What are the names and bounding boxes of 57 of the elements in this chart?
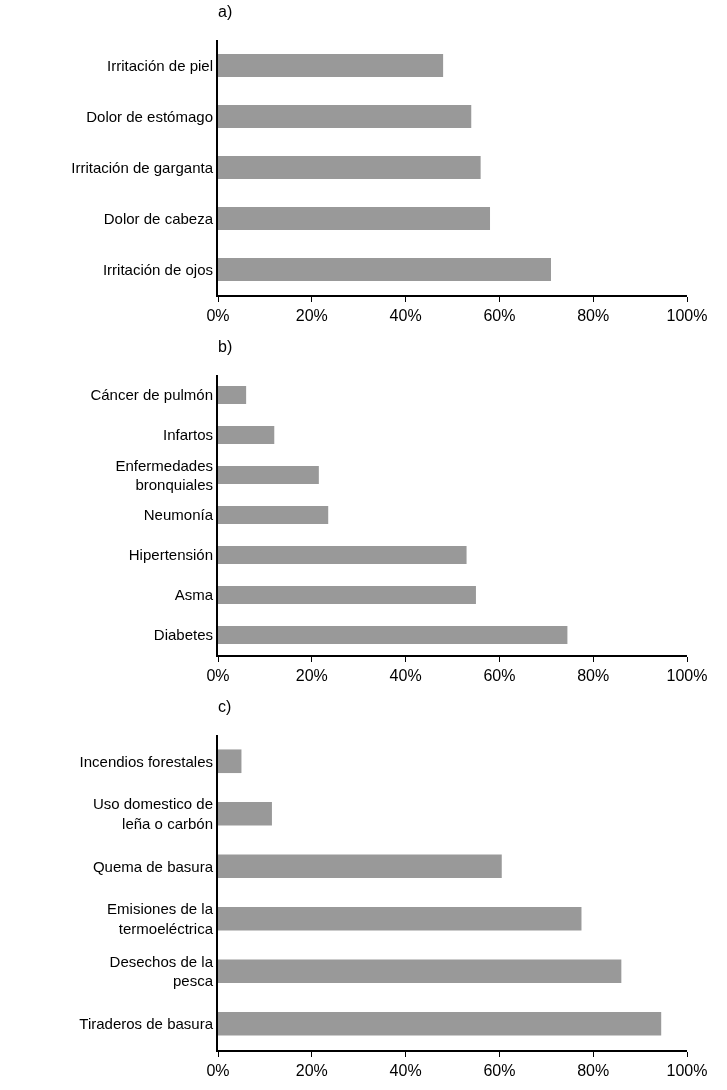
y-tick-label: Diabetes bbox=[153, 626, 213, 644]
y-tick-label: Irritación de piel bbox=[107, 56, 213, 74]
x-tick-label: 40% bbox=[389, 667, 422, 685]
bar bbox=[218, 749, 242, 774]
x-tick-label: 100% bbox=[666, 1062, 708, 1080]
x-tick-label: 40% bbox=[389, 307, 422, 325]
bar bbox=[218, 586, 476, 604]
bar bbox=[218, 54, 444, 77]
x-tick-label: 40% bbox=[389, 1062, 422, 1080]
bar bbox=[218, 466, 319, 484]
chart-title: c) bbox=[218, 698, 232, 716]
y-tick-label: Neumonía bbox=[143, 506, 214, 524]
bar bbox=[218, 801, 272, 826]
y-tick-label: Dolor de estómago bbox=[86, 107, 213, 125]
x-tick-label: 0% bbox=[206, 307, 230, 325]
y-tick-label: Uso domestico de leña o carbón bbox=[92, 795, 213, 832]
y-tick-label: Tiraderos de basura bbox=[79, 1015, 214, 1032]
bar bbox=[218, 906, 582, 931]
bar bbox=[218, 156, 481, 179]
y-tick-label: Hipertensión bbox=[128, 546, 213, 564]
y-tick-label: Irritación de ojos bbox=[102, 260, 213, 278]
x-tick-label: 20% bbox=[295, 667, 328, 685]
x-tick-label: 20% bbox=[295, 307, 328, 325]
x-tick-label: 0% bbox=[206, 667, 230, 685]
y-tick-label: Infartos bbox=[162, 426, 213, 444]
y-tick-label: Quema de basura bbox=[92, 857, 214, 875]
bar bbox=[218, 207, 491, 230]
bar bbox=[218, 854, 502, 879]
bar bbox=[218, 426, 275, 444]
bar bbox=[218, 105, 472, 128]
bar bbox=[218, 258, 551, 281]
x-tick-label: 60% bbox=[483, 667, 516, 685]
x-tick-label: 80% bbox=[577, 307, 610, 325]
y-tick-label: Desechos de la pesca bbox=[109, 952, 214, 990]
y-tick-label: Incendios forestales bbox=[79, 752, 213, 770]
bar bbox=[218, 546, 467, 564]
x-tick-label: 100% bbox=[666, 307, 708, 325]
bar bbox=[218, 386, 247, 404]
bar bbox=[218, 626, 568, 644]
y-tick-label: Emisiones de la termoeléctrica bbox=[107, 900, 214, 937]
chart-title: a) bbox=[218, 3, 233, 21]
y-tick-label: Dolor de cabeza bbox=[103, 209, 214, 227]
bar bbox=[218, 959, 622, 984]
y-tick-label: Cáncer de pulmón bbox=[90, 386, 213, 404]
chart-title: b) bbox=[218, 338, 233, 356]
x-tick-label: 100% bbox=[666, 667, 708, 685]
bar bbox=[218, 506, 329, 524]
y-tick-label: Asma bbox=[174, 586, 214, 604]
x-tick-label: 80% bbox=[577, 1062, 610, 1080]
x-tick-label: 60% bbox=[483, 1062, 516, 1080]
x-tick-label: 60% bbox=[483, 307, 516, 325]
x-tick-label: 80% bbox=[577, 667, 610, 685]
x-tick-label: 20% bbox=[295, 1062, 328, 1080]
x-tick-label: 0% bbox=[206, 1062, 230, 1080]
y-tick-label: Enfermedades bronquiales bbox=[115, 456, 213, 493]
bar bbox=[218, 1011, 662, 1036]
y-tick-label: Irritación de garganta bbox=[71, 158, 214, 176]
